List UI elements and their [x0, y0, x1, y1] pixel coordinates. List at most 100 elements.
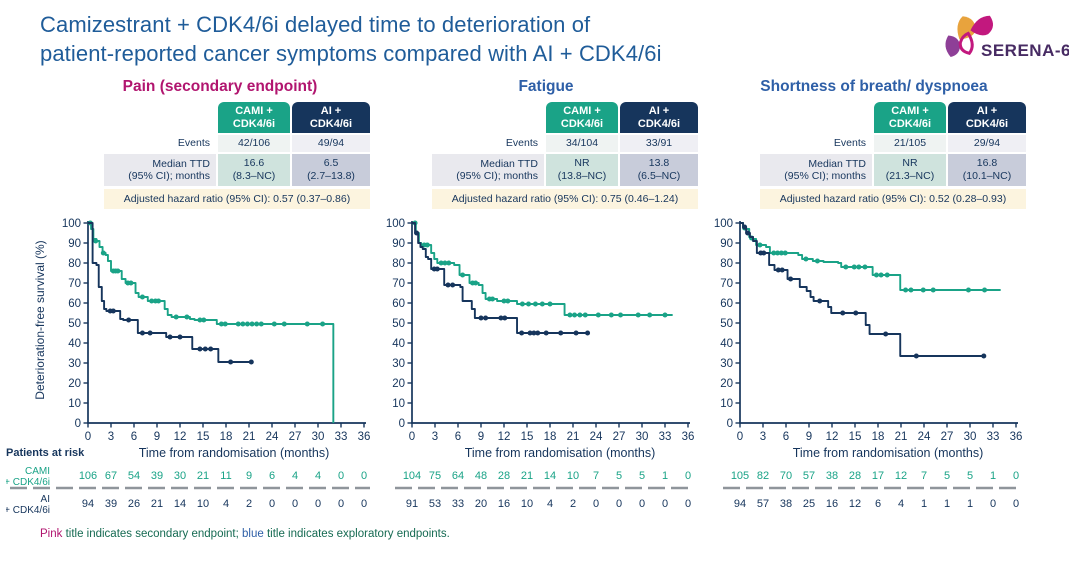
svg-text:16: 16 [498, 498, 510, 510]
svg-text:70: 70 [68, 278, 81, 290]
svg-text:90: 90 [68, 238, 81, 250]
median-row-label: Median TTD (95% CI); months [104, 154, 216, 187]
svg-text:70: 70 [392, 278, 405, 290]
svg-text:18: 18 [872, 431, 885, 443]
events-ai-value: 33/91 [620, 135, 698, 153]
svg-text:82: 82 [757, 470, 769, 482]
events-row-label: Events [833, 137, 866, 150]
svg-text:1: 1 [990, 470, 996, 482]
svg-text:28: 28 [498, 470, 510, 482]
median-ai-value: 6.5 (2.7–13.8) [292, 154, 370, 187]
svg-text:40: 40 [68, 338, 81, 350]
events-row-label: Events [177, 137, 210, 150]
svg-text:15: 15 [521, 431, 534, 443]
x-axis-title: Time from randomisation (months) [138, 446, 330, 461]
svg-text:10: 10 [197, 498, 209, 510]
svg-text:36: 36 [682, 431, 695, 443]
median-cami-value: NR (13.8–NC) [546, 154, 618, 187]
x-axis-title: Time from randomisation (months) [792, 446, 984, 461]
serena6-logo: SERENA-6 [941, 14, 1069, 64]
svg-text:7: 7 [921, 470, 927, 482]
svg-text:57: 57 [757, 498, 769, 510]
svg-text:0: 0 [269, 498, 275, 510]
svg-text:6: 6 [269, 470, 275, 482]
patients-at-risk-label: Patients at risk [6, 447, 85, 460]
svg-text:0: 0 [685, 498, 691, 510]
svg-text:80: 80 [392, 258, 405, 270]
svg-text:9: 9 [806, 431, 812, 443]
events-cami-value: 34/104 [546, 135, 618, 153]
cami-column-header: CAMI + CDK4/6i [218, 102, 290, 133]
svg-text:1: 1 [662, 470, 668, 482]
svg-text:20: 20 [475, 498, 487, 510]
svg-text:CAMI: CAMI [25, 466, 50, 477]
svg-text:64: 64 [452, 470, 464, 482]
svg-text:0: 0 [85, 431, 91, 443]
svg-text:30: 30 [312, 431, 325, 443]
panel-fatigue: Fatigue CAMI + CDK4/6i AI + CDK4/6i Events… [382, 78, 710, 522]
median-cami-value: NR (21.3–NC) [874, 154, 946, 187]
svg-text:27: 27 [289, 431, 302, 443]
panel-pain-chart-wrap: Deterioration-free survival (%) 0 10 20 30 4… [33, 213, 382, 450]
median-cami-value: 16.6 (8.3–NC) [218, 154, 290, 187]
svg-text:50: 50 [68, 318, 81, 330]
hazard-ratio-banner: Adjusted hazard ratio (95% CI): 0.52 (0.… [760, 189, 1026, 210]
svg-text:21: 21 [197, 470, 209, 482]
svg-text:39: 39 [151, 470, 163, 482]
svg-text:20: 20 [68, 378, 81, 390]
median-row-label: Median TTD (95% CI); months [432, 154, 544, 187]
svg-text:33: 33 [452, 498, 464, 510]
panels-row: Pain (secondary endpoint) CAMI + CDK4/6i … [0, 78, 1077, 522]
panel-pain: Pain (secondary endpoint) CAMI + CDK4/6i … [4, 78, 382, 522]
svg-text:10: 10 [567, 470, 579, 482]
svg-text:106: 106 [79, 470, 97, 482]
panel-fatigue-stats-table: CAMI + CDK4/6i AI + CDK4/6i Events 34/104 … [432, 102, 698, 210]
svg-text:21: 21 [567, 431, 580, 443]
events-row-label: Events [505, 137, 538, 150]
svg-text:36: 36 [358, 431, 371, 443]
svg-text:10: 10 [392, 398, 405, 410]
svg-text:9: 9 [154, 431, 160, 443]
events-ai-value: 29/94 [948, 135, 1026, 153]
svg-text:18: 18 [544, 431, 557, 443]
header: Camizestrant + CDK4/6i delayed time to d… [0, 8, 1077, 68]
panel-dyspnoea-stats-table: CAMI + CDK4/6i AI + CDK4/6i Events 21/105 … [760, 102, 1026, 210]
svg-text:30: 30 [720, 358, 733, 370]
svg-text:30: 30 [964, 431, 977, 443]
page-title-line1: Camizestrant + CDK4/6i delayed time to d… [40, 12, 591, 37]
svg-text:60: 60 [68, 298, 81, 310]
svg-text:AI: AI [41, 494, 50, 505]
svg-text:2: 2 [570, 498, 576, 510]
svg-text:21: 21 [895, 431, 908, 443]
footer-note: Pink title indicates secondary endpoint;… [40, 528, 450, 541]
svg-text:11: 11 [220, 470, 231, 482]
svg-text:6: 6 [455, 431, 461, 443]
svg-text:0: 0 [662, 498, 668, 510]
svg-text:5: 5 [639, 470, 645, 482]
svg-text:3: 3 [432, 431, 438, 443]
svg-text:0: 0 [75, 418, 81, 430]
svg-text:0: 0 [338, 470, 344, 482]
events-cami-value: 21/105 [874, 135, 946, 153]
svg-text:94: 94 [82, 498, 94, 510]
svg-text:4: 4 [898, 498, 904, 510]
flower-icon: SERENA-6 [945, 15, 1069, 60]
panel-dyspnoea-title: Shortness of breath/ dyspnoea [760, 78, 988, 96]
svg-text:33: 33 [987, 431, 1000, 443]
svg-text:6: 6 [783, 431, 789, 443]
svg-text:21: 21 [243, 431, 256, 443]
svg-text:0: 0 [409, 431, 415, 443]
svg-text:15: 15 [849, 431, 862, 443]
svg-text:36: 36 [1010, 431, 1023, 443]
svg-text:70: 70 [780, 470, 792, 482]
median-ai-value: 13.8 (6.5–NC) [620, 154, 698, 187]
cami-column-header: CAMI + CDK4/6i [546, 102, 618, 133]
svg-text:24: 24 [918, 431, 931, 443]
svg-text:17: 17 [872, 470, 884, 482]
svg-text:40: 40 [392, 338, 405, 350]
median-ai-value: 16.8 (10.1–NC) [948, 154, 1026, 187]
svg-text:3: 3 [760, 431, 766, 443]
page-title: Camizestrant + CDK4/6i delayed time to d… [40, 10, 662, 68]
svg-text:0: 0 [292, 498, 298, 510]
